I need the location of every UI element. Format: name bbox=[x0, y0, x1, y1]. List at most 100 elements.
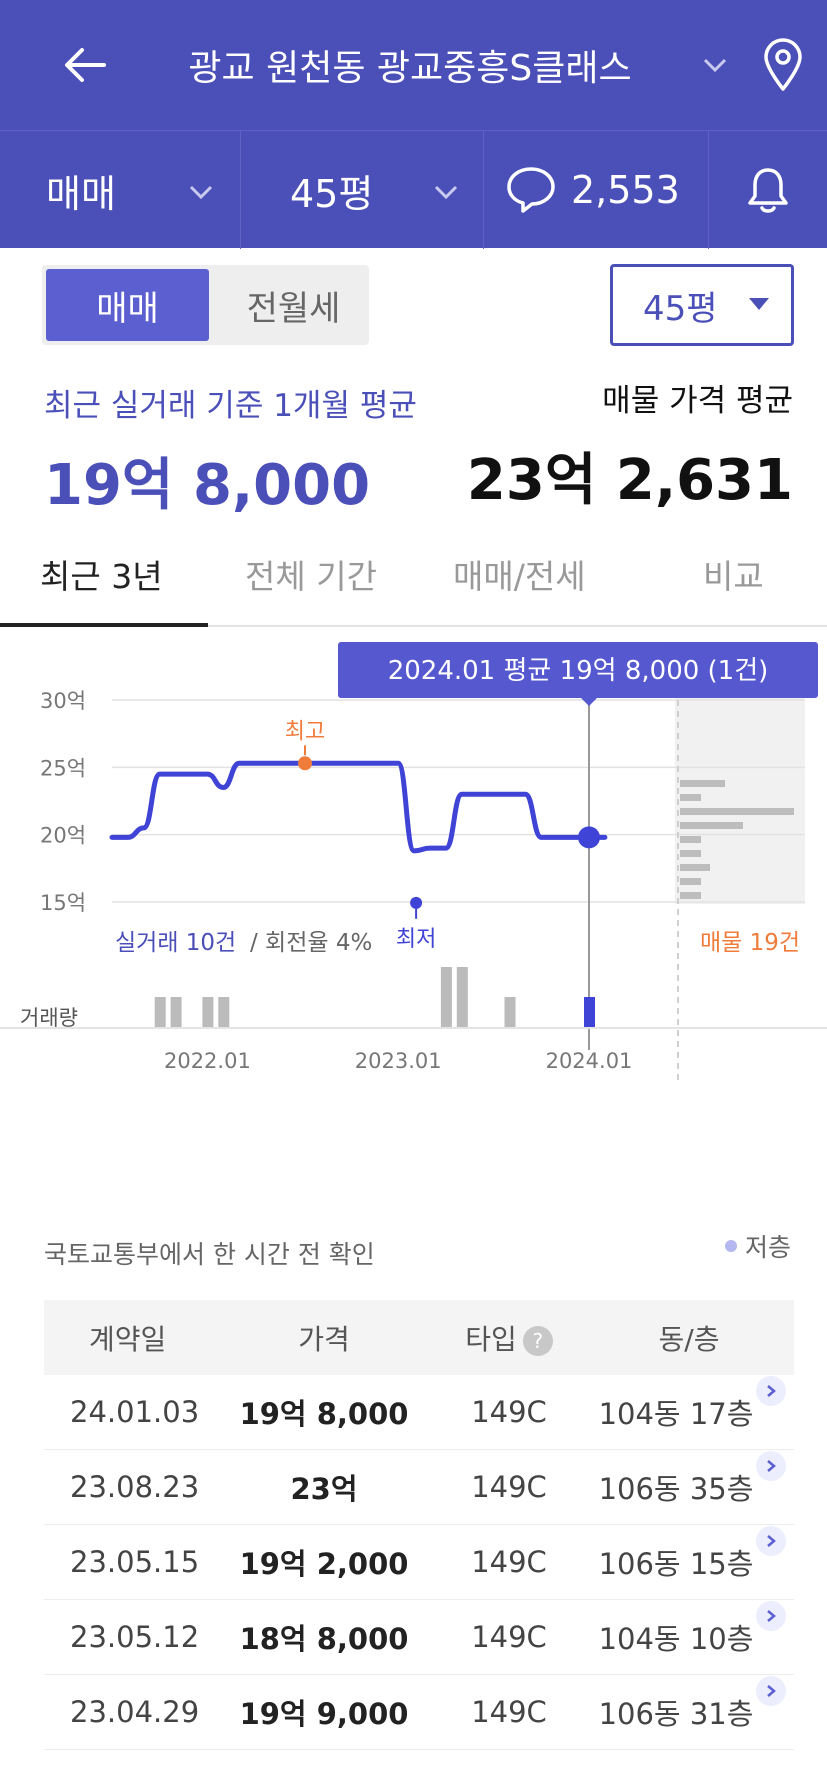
row-price: 18억 8,000 bbox=[239, 1622, 409, 1656]
listing-bar bbox=[680, 850, 701, 857]
app-header: 광교 원천동 광교중흥S클래스 bbox=[0, 0, 827, 130]
header-type: 타입? bbox=[434, 1318, 584, 1358]
tab-all-period[interactable]: 전체 기간 bbox=[245, 557, 377, 596]
row-unit: 104동 10층 bbox=[598, 1622, 754, 1656]
listing-bar bbox=[680, 836, 701, 843]
tab-recent-3y[interactable]: 최근 3년 bbox=[40, 557, 163, 596]
volume-label: 거래량 bbox=[20, 1006, 78, 1030]
row-type: 149C bbox=[471, 1470, 547, 1504]
header-type-label: 타입 bbox=[465, 1322, 517, 1356]
comments-button[interactable]: 2,553 bbox=[505, 131, 700, 249]
x-tick-label: 2022.01 bbox=[164, 1049, 251, 1073]
row-date: 23.05.15 bbox=[70, 1545, 200, 1579]
question-icon[interactable]: ? bbox=[522, 1325, 553, 1356]
tooltip-text: 2024.01 평균 19억 8,000 (1건) bbox=[388, 656, 769, 686]
table-row[interactable]: 23.08.23 23억 149C 106동 35층 bbox=[44, 1450, 794, 1525]
listing-average-value: 23억 2,631 bbox=[466, 448, 793, 513]
volume-bar bbox=[456, 967, 468, 1027]
row-unit-cell: 106동 31층 bbox=[584, 1676, 794, 1733]
row-type: 149C bbox=[471, 1695, 547, 1729]
trade-type-dropdown[interactable]: 매매 bbox=[46, 131, 226, 249]
arrow-left-icon bbox=[65, 48, 106, 82]
area-label: 45평 bbox=[290, 171, 374, 216]
x-tick-label: 2023.01 bbox=[355, 1049, 442, 1073]
row-unit-cell: 104동 10층 bbox=[584, 1601, 794, 1658]
back-button[interactable] bbox=[50, 30, 120, 100]
row-unit: 106동 31층 bbox=[598, 1697, 754, 1731]
max-point bbox=[298, 756, 312, 771]
price-chart[interactable]: 30억 25억 20억 15억 최고 최저 2024.01 평균 19억 8,000 (1건… bbox=[0, 630, 827, 1210]
row-price: 19억 9,000 bbox=[239, 1697, 409, 1731]
listing-bar bbox=[680, 878, 701, 885]
period-tabs: 최근 3년 전체 기간 매매/전세 비교 bbox=[0, 535, 827, 627]
comment-count: 2,553 bbox=[571, 168, 680, 212]
row-unit-cell: 104동 17층 bbox=[584, 1376, 794, 1433]
turnover-label: / 회전율 4% bbox=[250, 930, 372, 956]
listing-bar bbox=[680, 808, 794, 815]
location-button[interactable] bbox=[755, 30, 810, 100]
chevron-down-icon bbox=[434, 185, 458, 199]
recent-average-label: 최근 실거래 기준 1개월 평균 bbox=[44, 388, 417, 424]
source-note: 국토교통부에서 한 시간 전 확인 bbox=[44, 1240, 375, 1269]
trade-toggle: 매매 전월세 bbox=[42, 265, 369, 345]
table-row[interactable]: 23.05.15 19억 2,000 149C 106동 15층 bbox=[44, 1525, 794, 1600]
row-date: 24.01.03 bbox=[70, 1395, 200, 1429]
row-price: 19억 8,000 bbox=[239, 1397, 409, 1431]
row-type: 149C bbox=[471, 1395, 547, 1429]
row-date: 23.05.12 bbox=[70, 1620, 200, 1654]
bell-icon bbox=[748, 168, 788, 213]
row-unit: 104동 17층 bbox=[598, 1397, 754, 1431]
chevron-down-icon bbox=[189, 185, 213, 199]
chevron-right-icon[interactable] bbox=[756, 1451, 786, 1481]
alert-button[interactable] bbox=[745, 131, 795, 249]
legend-dot bbox=[724, 1240, 737, 1252]
row-type: 149C bbox=[471, 1545, 547, 1579]
listing-average-label: 매물 가격 평균 bbox=[602, 383, 793, 419]
area-select[interactable]: 45평 bbox=[610, 264, 794, 346]
table-row[interactable]: 23.05.12 18억 8,000 149C 104동 10층 bbox=[44, 1600, 794, 1675]
volume-bar bbox=[154, 997, 166, 1027]
row-date: 23.08.23 bbox=[70, 1470, 200, 1504]
tab-compare[interactable]: 비교 bbox=[703, 557, 764, 596]
row-unit-cell: 106동 15층 bbox=[584, 1526, 794, 1583]
title-dropdown-button[interactable] bbox=[695, 40, 735, 90]
area-dropdown[interactable]: 45평 bbox=[290, 131, 470, 249]
chevron-right-icon[interactable] bbox=[756, 1526, 786, 1556]
header-price: 가격 bbox=[298, 1322, 350, 1356]
toggle-sale[interactable]: 매매 bbox=[46, 269, 209, 341]
toggle-rent[interactable]: 전월세 bbox=[246, 288, 341, 329]
listing-bar bbox=[680, 864, 710, 871]
volume-bar bbox=[440, 967, 452, 1027]
y-tick-label: 30억 bbox=[40, 689, 86, 713]
x-tick-label: 2024.01 bbox=[546, 1049, 633, 1073]
current-point bbox=[578, 826, 600, 849]
speech-bubble-icon bbox=[507, 167, 555, 213]
active-tab-indicator bbox=[0, 623, 208, 627]
table-header: 계약일 가격 타입? 동/층 bbox=[44, 1300, 794, 1375]
listing-bar bbox=[680, 822, 743, 829]
volume-bar bbox=[202, 997, 214, 1027]
legend: 저층 bbox=[724, 1228, 791, 1264]
chevron-down-icon bbox=[703, 58, 727, 73]
row-unit-cell: 106동 35층 bbox=[584, 1451, 794, 1508]
tab-sale-jeonse[interactable]: 매매/전세 bbox=[453, 557, 586, 596]
tooltip-box bbox=[338, 642, 818, 698]
price-line bbox=[109, 760, 608, 854]
chevron-right-icon[interactable] bbox=[756, 1601, 786, 1631]
y-tick-label: 20억 bbox=[40, 824, 86, 848]
chevron-right-icon[interactable] bbox=[756, 1676, 786, 1706]
volume-bar bbox=[170, 997, 182, 1027]
chevron-right-icon[interactable] bbox=[756, 1376, 786, 1406]
table-row[interactable]: 23.04.29 19억 9,000 149C 106동 31층 bbox=[44, 1675, 794, 1750]
header-date: 계약일 bbox=[89, 1322, 167, 1356]
max-label: 최고 bbox=[285, 719, 325, 744]
legend-label: 저층 bbox=[744, 1233, 791, 1262]
area-select-value: 45평 bbox=[643, 288, 718, 329]
row-price: 23억 bbox=[290, 1472, 358, 1506]
page-title[interactable]: 광교 원천동 광교중흥S클래스 bbox=[188, 48, 632, 89]
volume-bar bbox=[504, 997, 516, 1027]
caret-down-icon bbox=[749, 298, 769, 310]
table-row[interactable]: 24.01.03 19억 8,000 149C 104동 17층 bbox=[44, 1375, 794, 1450]
row-price: 19억 2,000 bbox=[239, 1547, 409, 1581]
